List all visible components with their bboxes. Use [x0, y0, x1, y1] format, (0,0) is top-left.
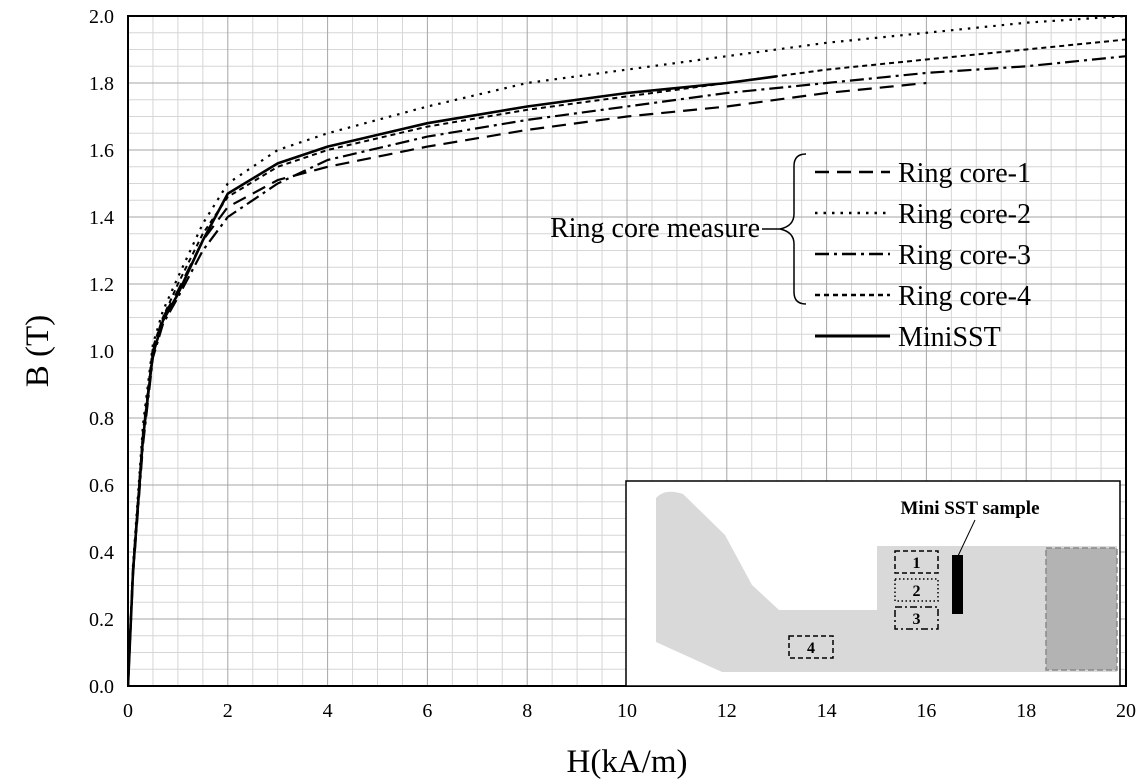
legend-brace [762, 153, 807, 305]
series-line [128, 55, 1126, 686]
sample-leader-line [957, 519, 976, 557]
series-line [128, 16, 1126, 686]
y-tick-label: 2.0 [89, 6, 114, 28]
y-tick-label: 1.6 [89, 140, 114, 162]
ring-position-label: 3 [913, 611, 921, 628]
legend-entry-label: Ring core-3 [898, 240, 1031, 271]
y-tick-label: 1.4 [89, 207, 114, 229]
legend-group-label: Ring core measure [550, 213, 760, 244]
ring-position-label: 2 [913, 583, 921, 600]
x-tick-label: 10 [617, 700, 637, 722]
y-tick-label: 0.0 [89, 676, 114, 698]
y-tick-label: 0.6 [89, 475, 114, 497]
x-tick-label: 18 [1016, 700, 1036, 722]
legend-entry-label: Ring core-1 [898, 158, 1031, 189]
ring-position-box [894, 606, 939, 630]
mini-sst-sample-bar [952, 555, 963, 614]
x-tick-label: 14 [817, 700, 837, 722]
x-tick-label: 16 [916, 700, 936, 722]
series-layer [128, 16, 1126, 686]
x-tick-label: 2 [223, 700, 233, 722]
x-tick-labels: 0 2 4 6 8 10 12 14 16 18 20 [123, 700, 1136, 722]
inset-core-shape [656, 491, 1117, 672]
y-tick-label: 0.2 [89, 609, 114, 631]
x-tick-label: 8 [522, 700, 532, 722]
y-tick-label: 0.4 [89, 542, 114, 564]
x-tick-label: 0 [123, 700, 133, 722]
y-tick-label: 1.2 [89, 274, 114, 296]
ring-position-box [788, 635, 834, 659]
inset-gray-block [1045, 547, 1118, 671]
series-line [128, 75, 777, 686]
ring-position-boxes: 1 2 3 4 [788, 550, 939, 659]
x-tick-label: 4 [323, 700, 333, 722]
y-tick-label: 0.8 [89, 408, 114, 430]
y-tick-label: 1.8 [89, 73, 114, 95]
x-axis-label: H(kA/m) [567, 744, 688, 780]
inset-title: Mini SST sample [900, 498, 1039, 519]
inset-diagram: Mini SST sample 1 2 3 4 [625, 480, 1121, 687]
x-tick-label: 12 [717, 700, 737, 722]
ring-position-label: 4 [807, 640, 815, 657]
x-tick-label: 20 [1116, 700, 1136, 722]
y-tick-label: 1.0 [89, 341, 114, 363]
ring-position-box [894, 578, 939, 602]
legend-entry-label: MiniSST [898, 322, 1001, 353]
ring-position-label: 1 [913, 555, 921, 572]
legend: Ring core measure Ring core-1 Ring core-2… [550, 153, 1031, 353]
x-tick-label: 6 [422, 700, 432, 722]
legend-entry-label: Ring core-4 [898, 281, 1031, 312]
legend-entry-label: Ring core-2 [898, 199, 1031, 230]
y-tick-labels: 0.0 0.2 0.4 0.6 0.8 1.0 1.2 1.4 1.6 1.8 2.0 [89, 6, 114, 698]
legend-items: Ring core-1 Ring core-2 Ring core-3 Ring co… [815, 158, 1031, 353]
y-axis-label: B (T) [20, 315, 56, 387]
